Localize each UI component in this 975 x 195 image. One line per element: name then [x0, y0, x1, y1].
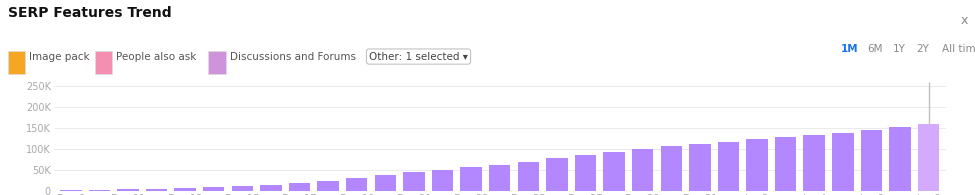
Bar [861, 130, 882, 191]
Bar [489, 165, 510, 191]
Text: All time: All time [942, 44, 975, 54]
Bar [632, 149, 653, 191]
Bar [289, 183, 310, 191]
Bar [718, 142, 739, 191]
Bar [832, 133, 853, 191]
Text: Other: 1 selected ▾: Other: 1 selected ▾ [369, 51, 468, 62]
Bar [460, 167, 482, 191]
Bar [117, 189, 138, 191]
Text: 1Y: 1Y [893, 44, 906, 54]
Bar [175, 188, 196, 191]
Bar [203, 187, 224, 191]
Bar [89, 190, 110, 191]
Bar [232, 186, 254, 191]
Bar [604, 152, 625, 191]
Bar [260, 185, 282, 191]
Bar [346, 178, 368, 191]
Bar [803, 135, 825, 191]
Bar [60, 190, 82, 191]
Bar [432, 170, 453, 191]
Text: 2Y: 2Y [916, 44, 929, 54]
Bar [518, 162, 539, 191]
Bar [746, 139, 767, 191]
Bar [374, 175, 396, 191]
Text: 1M: 1M [840, 44, 858, 54]
Bar [574, 155, 596, 191]
Text: SERP Features Trend: SERP Features Trend [8, 6, 172, 20]
Bar [689, 144, 711, 191]
Bar [660, 146, 682, 191]
Text: 6M: 6M [868, 44, 883, 54]
Bar [318, 181, 339, 191]
Bar [546, 158, 567, 191]
Bar [889, 127, 911, 191]
Bar [917, 124, 939, 191]
Text: People also ask: People also ask [116, 51, 196, 62]
Bar [146, 189, 168, 191]
Bar [775, 137, 797, 191]
Text: Discussions and Forums: Discussions and Forums [229, 51, 356, 62]
Bar [404, 172, 425, 191]
Text: Image pack: Image pack [29, 51, 90, 62]
Text: x: x [960, 14, 968, 27]
